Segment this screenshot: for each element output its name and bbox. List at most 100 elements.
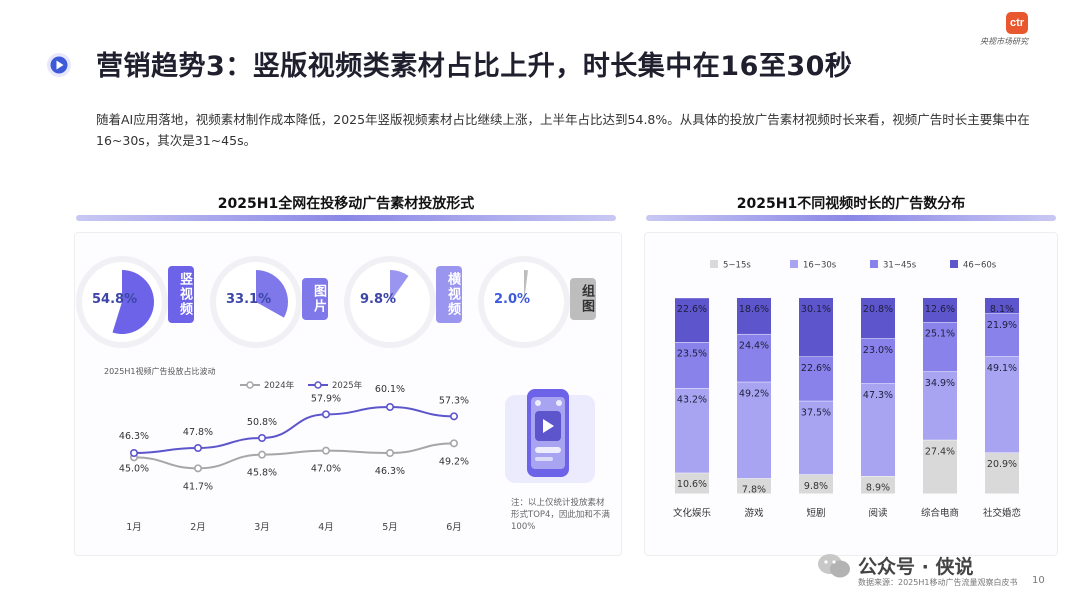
pie-2 bbox=[216, 262, 296, 342]
x-tick-label: 1月 bbox=[126, 522, 142, 533]
left-section-bar bbox=[76, 215, 616, 221]
legend-item: 2024年 bbox=[240, 380, 295, 391]
pie-3-tag: 横视频 bbox=[436, 266, 462, 323]
bar-segment bbox=[675, 388, 709, 473]
pie-4 bbox=[484, 262, 564, 342]
legend-marker bbox=[246, 381, 254, 389]
bar-segment bbox=[923, 298, 957, 323]
bar-segment bbox=[737, 334, 771, 382]
play-logo-icon bbox=[47, 53, 71, 77]
brand-subtitle: 央视市场研究 bbox=[980, 37, 1028, 46]
bar-segment bbox=[985, 453, 1019, 494]
pie-1-percent: 54.8% bbox=[92, 292, 138, 307]
legend-label: 31~45s bbox=[883, 261, 917, 271]
bar-value-label: 27.4% bbox=[925, 446, 955, 457]
bar-segment bbox=[861, 298, 895, 339]
data-point bbox=[385, 449, 394, 458]
data-label: 60.1% bbox=[375, 384, 405, 395]
bar-value-label: 7.8% bbox=[742, 485, 766, 496]
bar-value-label: 8.1% bbox=[990, 304, 1014, 315]
data-label: 45.0% bbox=[119, 463, 149, 474]
bar-value-label: 23.0% bbox=[863, 345, 893, 356]
pie-3-percent: 9.8% bbox=[360, 292, 397, 307]
pie-3 bbox=[350, 262, 430, 342]
bar-value-label: 10.6% bbox=[677, 479, 707, 490]
data-label: 46.3% bbox=[375, 466, 405, 477]
bar-segment bbox=[861, 476, 895, 494]
data-point bbox=[385, 402, 394, 411]
bar-value-label: 49.1% bbox=[987, 363, 1017, 374]
legend-swatch bbox=[870, 260, 878, 268]
wechat-icon bbox=[818, 554, 850, 578]
bar-value-label: 34.9% bbox=[925, 378, 955, 389]
x-category-label: 社交婚恋 bbox=[983, 507, 1021, 519]
legend-label: 2024年 bbox=[264, 380, 295, 391]
bar-segment bbox=[799, 356, 833, 401]
data-label: 49.2% bbox=[439, 456, 469, 467]
x-category-label: 阅读 bbox=[868, 507, 888, 519]
data-point bbox=[449, 439, 458, 448]
bar-value-label: 23.5% bbox=[677, 348, 707, 359]
note-text: 注：以上仅统计投放素材形式TOP4，因此加和不满100% bbox=[511, 498, 610, 532]
bar-segment bbox=[799, 474, 833, 494]
legend-item: 5~15s bbox=[710, 260, 751, 271]
series-line-2024年 bbox=[133, 442, 455, 470]
x-category-label: 短剧 bbox=[806, 507, 825, 519]
legend-item: 46~60s bbox=[950, 260, 997, 271]
bar-value-label: 22.6% bbox=[801, 363, 831, 374]
right-section-bar bbox=[646, 215, 1056, 221]
pie-4-slice bbox=[524, 270, 529, 302]
pie-4-tag: 组图 bbox=[570, 278, 596, 320]
legend-item: 16~30s bbox=[790, 260, 837, 271]
brand-logo-text: ctr bbox=[1006, 12, 1028, 34]
bar-segment bbox=[985, 313, 1019, 357]
pie-2-tag: 图片 bbox=[302, 278, 328, 320]
data-point bbox=[129, 449, 138, 458]
data-point bbox=[322, 446, 331, 455]
bar-segment bbox=[923, 322, 957, 372]
bar-value-label: 20.9% bbox=[987, 459, 1017, 470]
x-tick-label: 6月 bbox=[446, 522, 462, 533]
watermark-text: 公众号 · 侠说 bbox=[858, 556, 974, 578]
bar-value-label: 43.2% bbox=[677, 395, 707, 406]
bar-segment bbox=[675, 342, 709, 389]
bar-value-label: 20.8% bbox=[863, 304, 893, 315]
legend-item: 2025年 bbox=[308, 380, 363, 391]
bar-value-label: 22.6% bbox=[677, 304, 707, 315]
bar-value-label: 30.1% bbox=[801, 304, 831, 315]
pie-slice bbox=[112, 270, 154, 334]
bar-value-label: 21.9% bbox=[987, 320, 1017, 331]
bar-segment bbox=[985, 298, 1019, 314]
series-line-2025年 bbox=[133, 405, 455, 454]
data-label: 57.9% bbox=[311, 393, 341, 404]
data-label: 46.3% bbox=[119, 431, 149, 442]
data-point bbox=[194, 464, 203, 473]
bar-segment bbox=[675, 298, 709, 342]
data-label: 45.8% bbox=[247, 468, 277, 479]
data-point bbox=[194, 444, 203, 453]
legend-marker bbox=[314, 381, 322, 389]
bar-value-label: 37.5% bbox=[801, 407, 831, 418]
bar-segment bbox=[861, 338, 895, 384]
data-label: 47.8% bbox=[183, 427, 213, 438]
description: 随着AI应用落地，视频素材制作成本降低，2025年竖版视频素材占比继续上涨，上半… bbox=[96, 112, 1030, 148]
bar-value-label: 12.6% bbox=[925, 304, 955, 315]
data-label: 47.0% bbox=[311, 464, 341, 475]
phone-video-icon bbox=[505, 389, 595, 483]
data-label: 50.8% bbox=[247, 417, 277, 428]
pie-1-slice bbox=[112, 270, 154, 334]
data-point bbox=[322, 410, 331, 419]
x-category-label: 游戏 bbox=[744, 507, 764, 519]
data-label: 57.3% bbox=[439, 395, 469, 406]
page-title: 营销趋势3：竖版视频类素材占比上升，时长集中在16至30秒 bbox=[96, 51, 853, 82]
left-section-title: 2025H1全网在投移动广告素材投放形式 bbox=[217, 196, 475, 212]
data-label: 41.7% bbox=[183, 481, 213, 492]
bar-value-label: 49.2% bbox=[739, 388, 769, 399]
bar-value-label: 18.6% bbox=[739, 304, 769, 315]
pie-1-tag: 竖视频 bbox=[168, 266, 194, 323]
legend-swatch bbox=[710, 260, 718, 268]
bar-segment bbox=[799, 401, 833, 475]
bar-segment bbox=[799, 298, 833, 357]
legend-label: 2025年 bbox=[332, 380, 363, 391]
legend-label: 16~30s bbox=[803, 261, 837, 271]
